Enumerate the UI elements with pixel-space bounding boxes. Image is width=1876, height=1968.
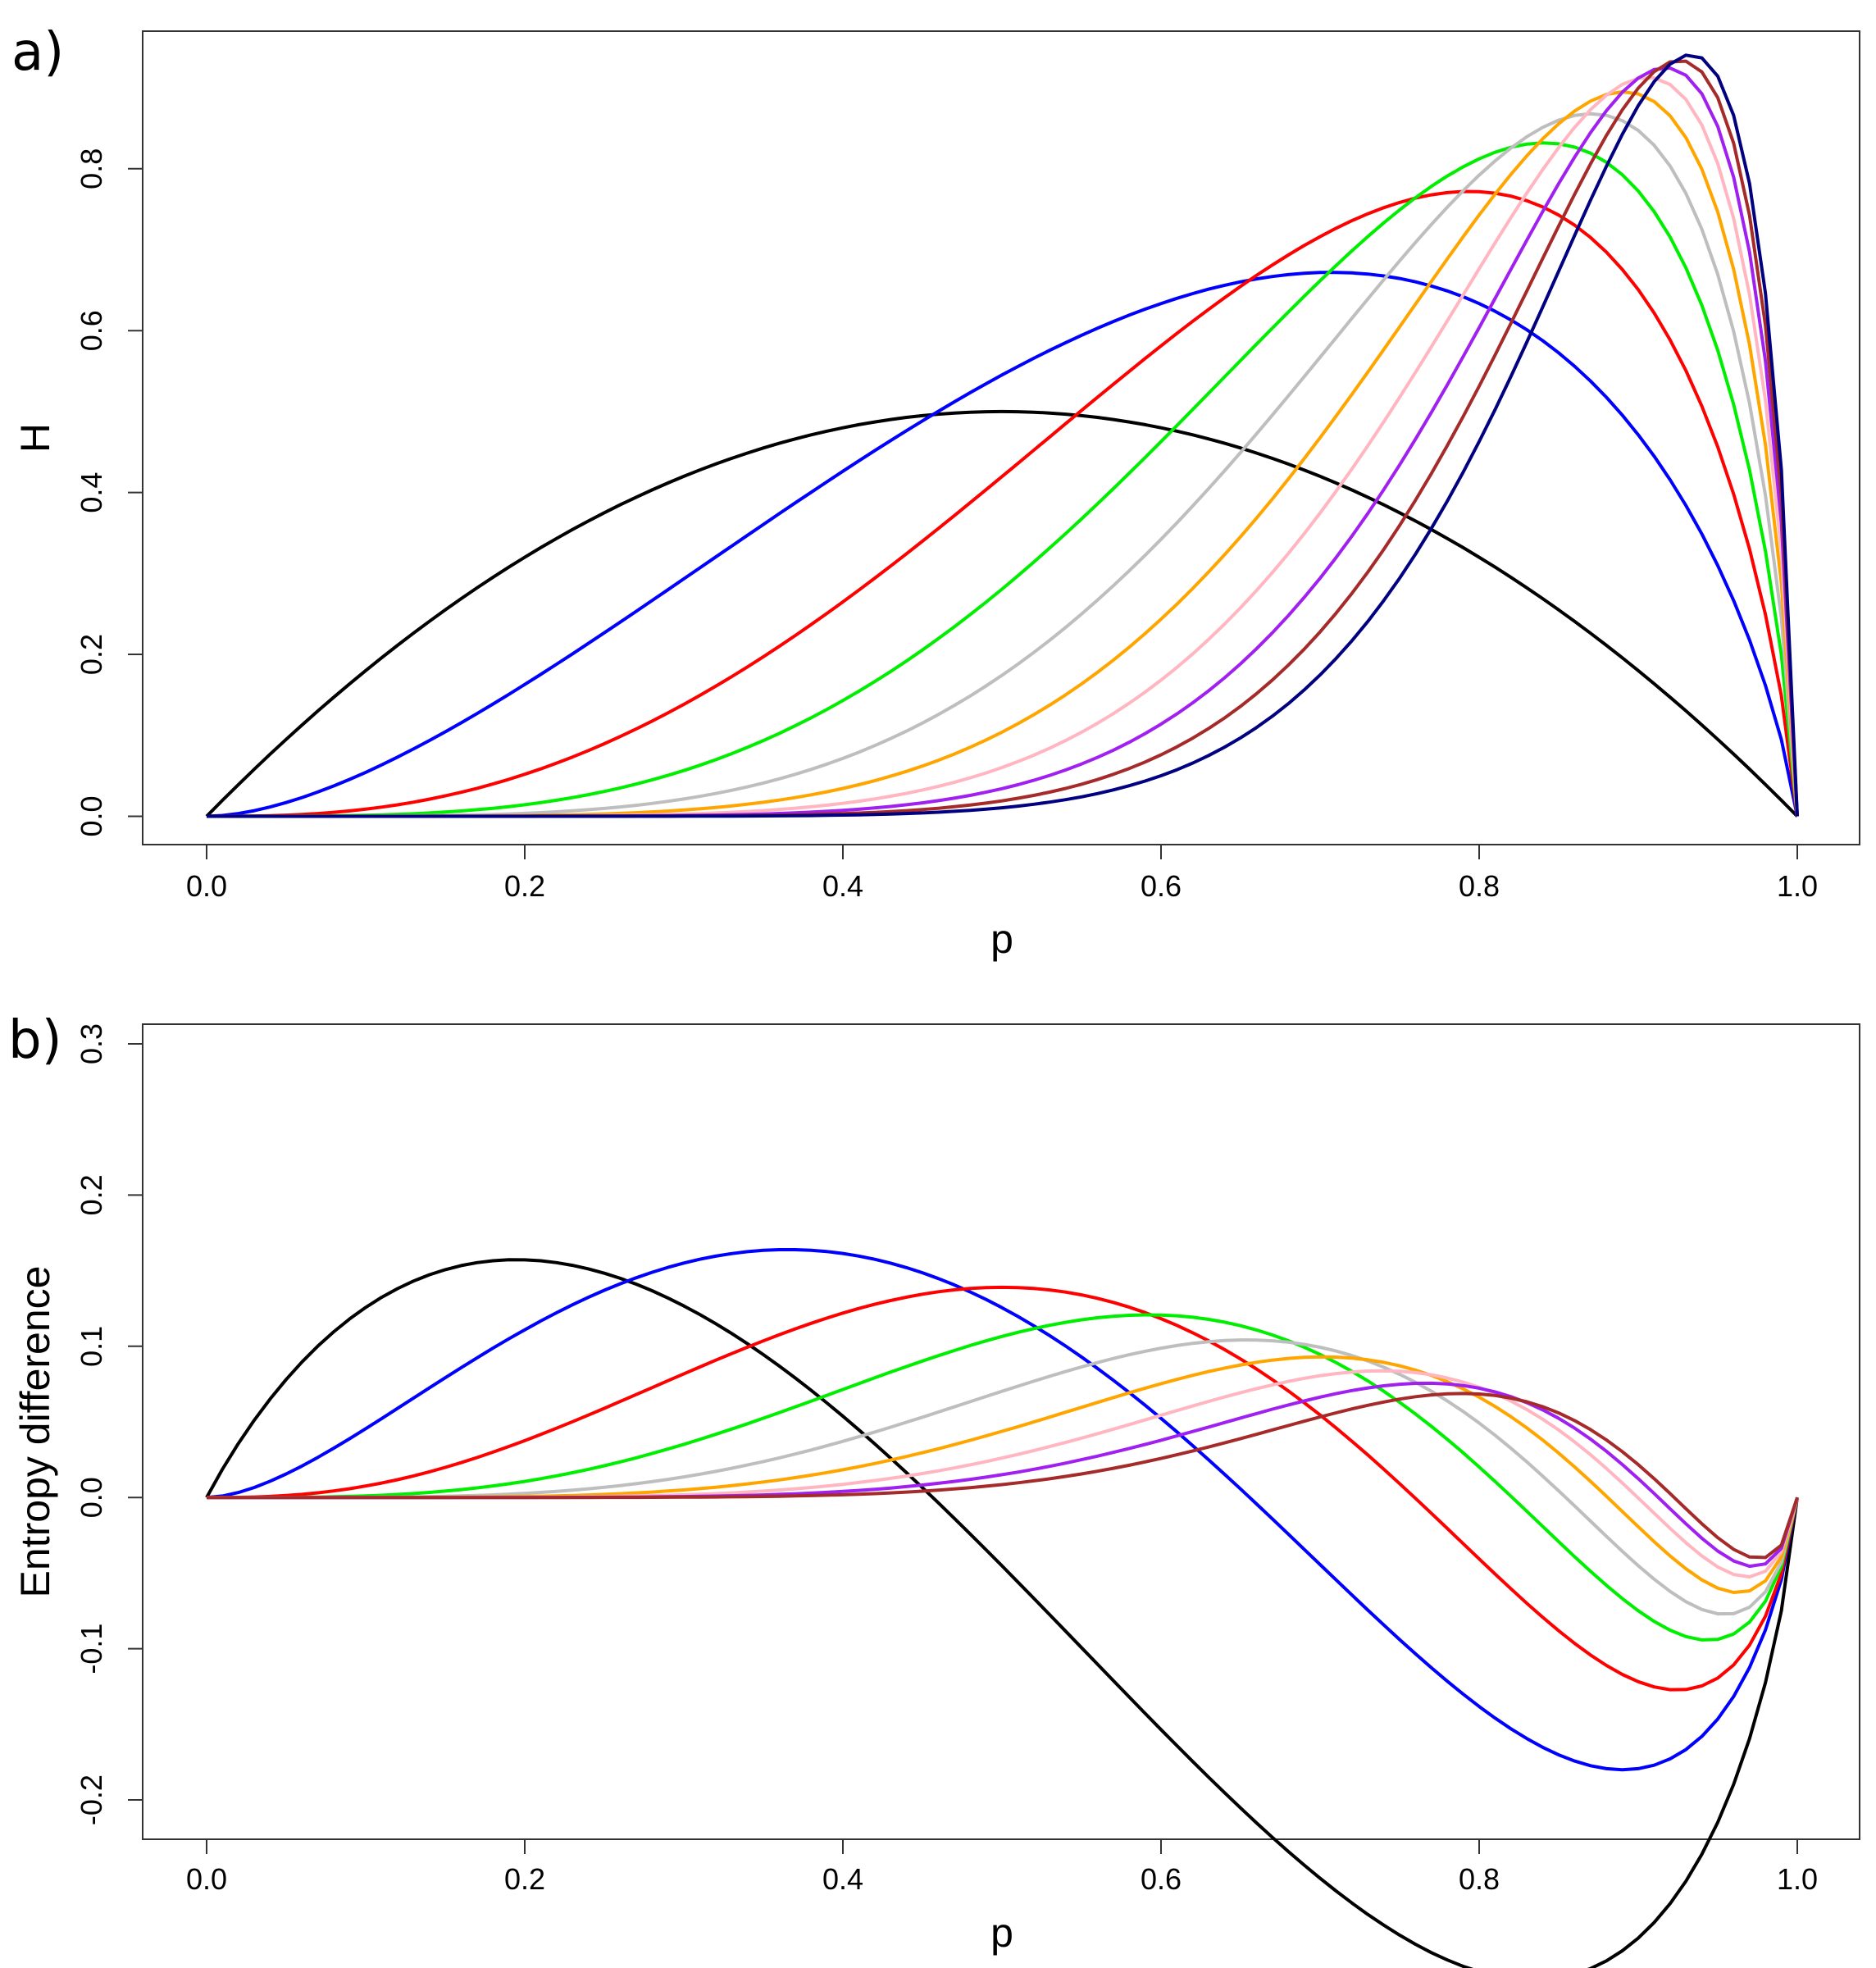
- panel-label: b): [8, 1010, 62, 1071]
- y-axis-title: Entropy difference: [12, 1266, 58, 1598]
- series-line-black: [205, 1258, 1799, 1968]
- x-tick-label: 0.2: [504, 1862, 545, 1896]
- series-line-green: [207, 141, 1799, 818]
- y-tick-label: 0.0: [75, 795, 108, 836]
- series-line-red: [207, 1285, 1799, 1692]
- series-line-blue: [206, 1248, 1799, 1772]
- x-tick-label: 0.0: [186, 869, 227, 903]
- x-axis-title: p: [990, 916, 1013, 962]
- y-tick-label: 0.1: [75, 1326, 108, 1367]
- y-tick-label: -0.1: [75, 1624, 108, 1674]
- series-line-green: [207, 1313, 1799, 1642]
- panel-label: a): [11, 22, 64, 83]
- x-axis-title: p: [990, 1910, 1013, 1956]
- series-line-brown: [207, 1392, 1799, 1560]
- y-tick-label: -0.2: [75, 1774, 108, 1825]
- series-line-red: [206, 189, 1799, 818]
- panel-b: 0.0 0.2 0.4 0.6 0.8 1.0 -0.2 -0.1 0.0 0.1 0.2 0.3 p E…: [8, 1010, 1860, 1968]
- x-tick-label: 1.0: [1777, 869, 1818, 903]
- y-tick-label: 0.2: [75, 1174, 108, 1215]
- x-tick-label: 0.4: [822, 869, 863, 903]
- series-line-black: [205, 409, 1799, 818]
- y-tick-label: 0.4: [75, 472, 108, 513]
- x-tick-label: 0.6: [1141, 1862, 1182, 1896]
- x-tick-label: 0.2: [504, 869, 545, 903]
- x-tick-label: 0.4: [822, 1862, 863, 1896]
- series-line-navy: [207, 53, 1799, 818]
- x-tick-label: 1.0: [1777, 1862, 1818, 1896]
- x-tick-label: 0.8: [1459, 869, 1500, 903]
- plot-frame: [142, 1023, 1860, 1840]
- x-tick-label: 0.6: [1141, 869, 1182, 903]
- y-axis-title: H: [12, 423, 58, 453]
- y-tick-label: 0.3: [75, 1023, 108, 1064]
- y-tick-label: 0.6: [75, 310, 108, 351]
- plot-frame: [142, 30, 1860, 845]
- x-tick-label: 0.8: [1459, 1862, 1500, 1896]
- x-tick-label: 0.0: [186, 1862, 227, 1896]
- y-tick-label: 0.8: [75, 148, 108, 189]
- panel-a: 0.0 0.2 0.4 0.6 0.8 1.0 0.0 0.2 0.4 0.6 0.8 p Ha): [11, 22, 1860, 962]
- y-tick-label: 0.0: [75, 1477, 108, 1518]
- y-tick-label: 0.2: [75, 634, 108, 675]
